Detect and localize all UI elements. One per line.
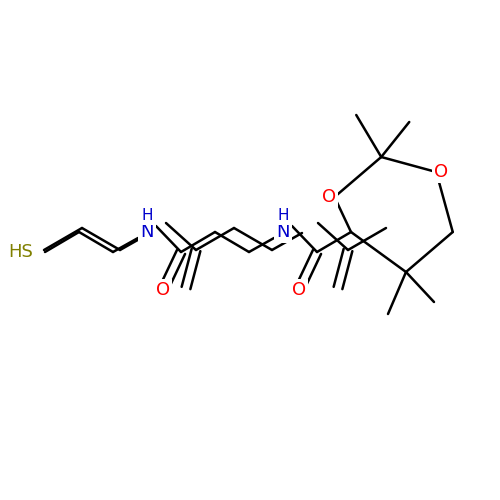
Text: N: N <box>276 223 290 241</box>
Text: H: H <box>277 208 289 224</box>
Text: N: N <box>140 223 154 241</box>
Text: O: O <box>434 163 448 181</box>
Text: O: O <box>156 281 170 299</box>
Text: HS: HS <box>8 243 33 261</box>
Text: O: O <box>322 188 336 206</box>
Text: H: H <box>142 208 153 224</box>
Text: O: O <box>292 281 306 299</box>
